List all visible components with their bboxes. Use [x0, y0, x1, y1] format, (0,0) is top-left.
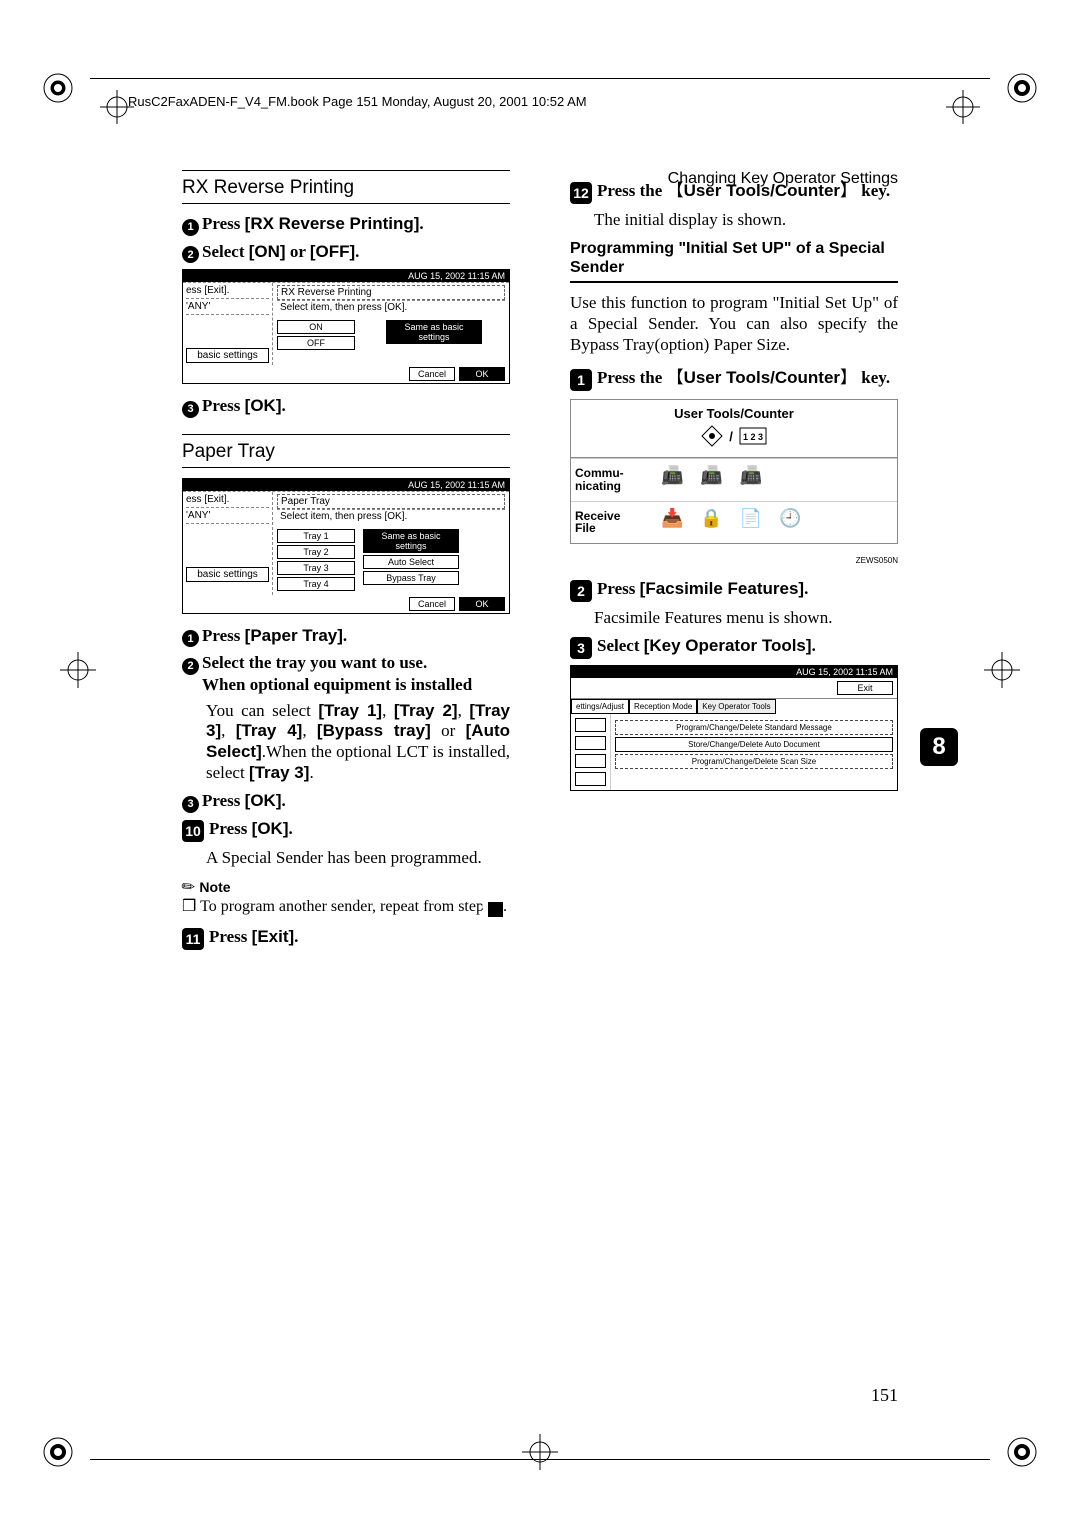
step-2: 2Select [ON] or [OFF]. — [182, 242, 510, 264]
lcd-exit-button: Exit — [837, 681, 893, 695]
big-step-11: 11Press [Exit]. — [182, 927, 510, 950]
intro-text: Use this function to program "Initial Se… — [570, 293, 898, 355]
big-step-10-body: A Special Sender has been programmed. — [206, 848, 510, 869]
crop-mark-icon — [1002, 1432, 1042, 1472]
lcd-ok-button: OK — [459, 367, 505, 381]
crop-mark-icon — [38, 68, 78, 108]
lcd-cancel-button: Cancel — [409, 367, 455, 381]
step-1b: 1Press [Paper Tray]. — [182, 626, 510, 648]
control-panel-diagram: User Tools/Counter / 1 2 3 Commu- nicati… — [570, 399, 898, 543]
step-2b: 2Select the tray you want to use.When op… — [182, 653, 510, 695]
big-step-A: 1Press the User Tools/Counter key. — [570, 363, 898, 391]
step-B-body: Facsimile Features menu is shown. — [594, 608, 898, 629]
lcd-key-operator-tools: AUG 15, 2002 11:15 AM Exit ettings/Adjus… — [570, 665, 898, 791]
source-header: RusC2FaxADEN-F_V4_FM.book Page 151 Monda… — [128, 94, 587, 109]
panel-key-icon: / 1 2 3 — [575, 421, 893, 451]
step-2-body: You can select [Tray 1], [Tray 2], [Tray… — [206, 701, 510, 784]
lcd-same-button: Same as basic settings — [386, 320, 482, 344]
lcd-timestamp: AUG 15, 2002 11:15 AM — [183, 270, 509, 282]
big-step-10: 10Press [OK]. — [182, 819, 510, 842]
big-step-C: 3Select [Key Operator Tools]. — [570, 636, 898, 659]
lcd-on-button: ON — [277, 320, 355, 334]
lcd-timestamp: AUG 15, 2002 11:15 AM — [183, 479, 509, 491]
led-icons: 📠 📠 📠 — [657, 459, 897, 500]
crop-mark-icon — [1002, 68, 1042, 108]
note-heading: ✎Note — [182, 877, 510, 897]
diagram-id: ZEWS050N — [570, 556, 898, 565]
lcd-paper-tray: AUG 15, 2002 11:15 AM ess [Exit]. 'ANY' … — [182, 478, 510, 614]
right-column: 12Press the User Tools/Counter key. The … — [570, 170, 898, 803]
big-step-12: 12Press the User Tools/Counter key. — [570, 176, 898, 204]
left-column: RX Reverse Printing 1Press [RX Reverse P… — [182, 170, 510, 956]
step-1: 1Press [RX Reverse Printing]. — [182, 214, 510, 236]
panel-row-communicating: Commu- nicating — [571, 459, 657, 500]
big-step-12-body: The initial display is shown. — [594, 210, 898, 231]
panel-title: User Tools/Counter — [575, 406, 893, 421]
step-3: 3Press [OK]. — [182, 396, 510, 418]
page-number: 151 — [871, 1385, 898, 1406]
chapter-tab: 8 — [920, 728, 958, 766]
main-content: Changing Key Operator Settings RX Revers… — [182, 170, 898, 1386]
section-title-rx-reverse: RX Reverse Printing — [182, 170, 510, 204]
panel-row-receive-file: Receive File — [571, 502, 657, 543]
big-step-B: 2Press [Facsimile Features]. — [570, 579, 898, 602]
section-title-paper-tray: Paper Tray — [182, 434, 510, 468]
lcd-rx-reverse: AUG 15, 2002 11:15 AM ess [Exit]. 'ANY' … — [182, 269, 510, 384]
step-ref-5: 5 — [488, 902, 503, 917]
page: RusC2FaxADEN-F_V4_FM.book Page 151 Monda… — [0, 0, 1080, 1526]
step-3b: 3Press [OK]. — [182, 791, 510, 813]
subsection-title: Programming "Initial Set UP" of a Specia… — [570, 239, 898, 283]
note-item: To program another sender, repeat from s… — [196, 897, 510, 917]
mode-icons: 📥 🔒 📄 🕘 — [657, 502, 897, 543]
crop-mark-icon — [38, 1432, 78, 1472]
lcd-off-button: OFF — [277, 336, 355, 350]
svg-text:1 2 3: 1 2 3 — [743, 432, 763, 442]
